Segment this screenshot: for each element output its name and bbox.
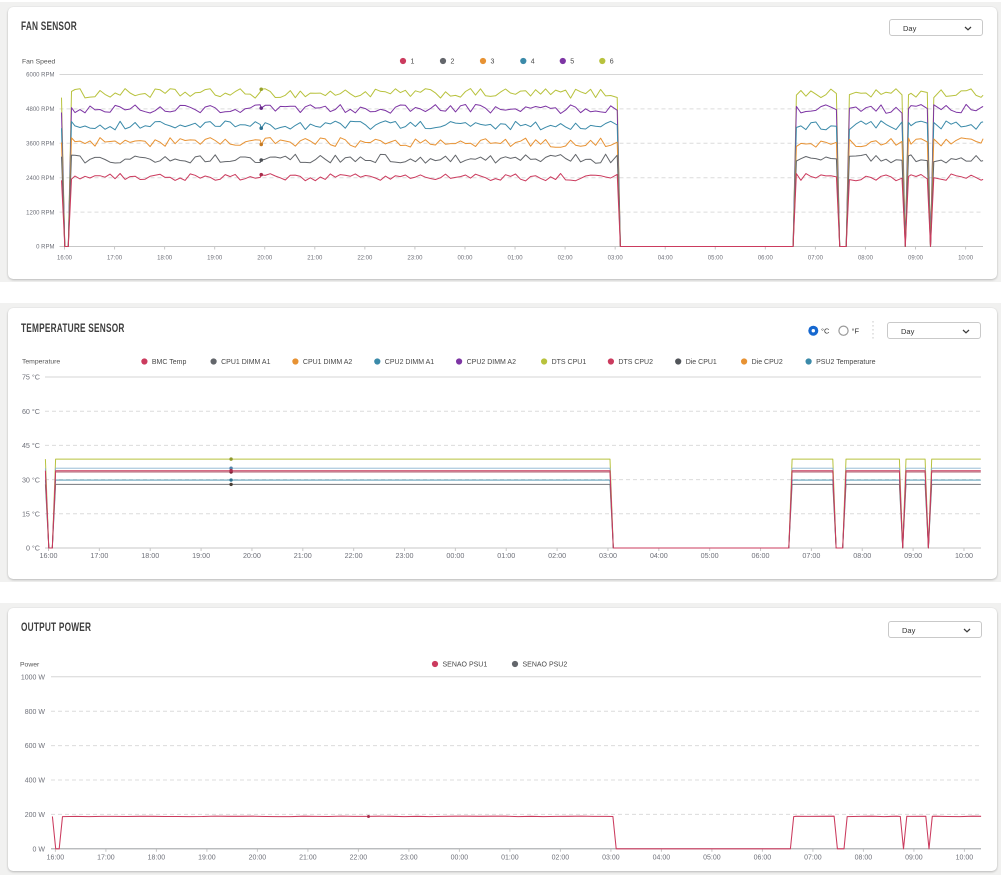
svg-text:6: 6 [610, 58, 614, 65]
svg-text:SENAO PSU2: SENAO PSU2 [523, 661, 568, 668]
svg-text:800 W: 800 W [25, 709, 46, 716]
svg-text:1000 W: 1000 W [21, 674, 46, 681]
svg-text:CPU1 DIMM A1: CPU1 DIMM A1 [221, 359, 271, 366]
svg-text:5: 5 [570, 58, 574, 65]
svg-text:09:00: 09:00 [905, 855, 923, 862]
svg-text:07:00: 07:00 [804, 855, 822, 862]
svg-text:400 W: 400 W [25, 778, 46, 785]
svg-text:3: 3 [491, 58, 495, 65]
svg-text:BMC Temp: BMC Temp [152, 359, 187, 366]
svg-text:23:00: 23:00 [400, 855, 418, 862]
svg-text:75 °C: 75 °C [22, 373, 40, 382]
svg-text:20:00: 20:00 [257, 256, 273, 262]
svg-text:19:00: 19:00 [198, 855, 216, 862]
svg-text:09:00: 09:00 [908, 256, 924, 262]
svg-text:22:00: 22:00 [357, 256, 373, 262]
svg-text:19:00: 19:00 [192, 551, 210, 560]
svg-text:30 °C: 30 °C [22, 475, 40, 484]
svg-text:16:00: 16:00 [40, 551, 58, 560]
svg-text:23:00: 23:00 [407, 256, 423, 262]
svg-text:18:00: 18:00 [141, 551, 159, 560]
svg-text:04:00: 04:00 [653, 855, 671, 862]
svg-text:2400 RPM: 2400 RPM [26, 176, 54, 182]
svg-text:16:00: 16:00 [57, 256, 73, 262]
svg-text:3600 RPM: 3600 RPM [26, 142, 54, 148]
svg-text:03:00: 03:00 [599, 551, 617, 560]
svg-text:Power: Power [20, 662, 40, 669]
svg-text:17:00: 17:00 [107, 256, 123, 262]
svg-text:04:00: 04:00 [650, 551, 668, 560]
svg-text:6000 RPM: 6000 RPM [26, 73, 54, 79]
svg-text:22:00: 22:00 [350, 855, 368, 862]
svg-text:PSU2 Temperature: PSU2 Temperature [816, 359, 876, 366]
svg-text:02:00: 02:00 [552, 855, 570, 862]
svg-text:05:00: 05:00 [703, 855, 721, 862]
svg-text:00:00: 00:00 [446, 551, 464, 560]
svg-text:10:00: 10:00 [956, 855, 974, 862]
svg-text:21:00: 21:00 [299, 855, 317, 862]
svg-text:08:00: 08:00 [858, 256, 874, 262]
svg-text:0 °C: 0 °C [26, 544, 40, 553]
svg-text:15 °C: 15 °C [22, 509, 40, 518]
svg-text:02:00: 02:00 [548, 551, 566, 560]
svg-text:1200 RPM: 1200 RPM [26, 210, 54, 216]
svg-text:45 °C: 45 °C [22, 441, 40, 450]
svg-text:01:00: 01:00 [508, 256, 524, 262]
svg-text:Temperature: Temperature [22, 359, 60, 366]
svg-text:05:00: 05:00 [708, 256, 724, 262]
svg-text:03:00: 03:00 [602, 855, 620, 862]
svg-text:10:00: 10:00 [955, 551, 973, 560]
svg-text:06:00: 06:00 [758, 256, 774, 262]
svg-text:17:00: 17:00 [97, 855, 115, 862]
svg-text:CPU2 DIMM A1: CPU2 DIMM A1 [385, 359, 435, 366]
svg-text:60 °C: 60 °C [22, 407, 40, 416]
svg-text:08:00: 08:00 [853, 551, 871, 560]
svg-text:21:00: 21:00 [294, 551, 312, 560]
svg-text:07:00: 07:00 [802, 551, 820, 560]
svg-text:2: 2 [451, 58, 455, 65]
svg-text:04:00: 04:00 [658, 256, 674, 262]
svg-text:00:00: 00:00 [451, 855, 469, 862]
svg-text:06:00: 06:00 [752, 551, 770, 560]
svg-text:20:00: 20:00 [249, 855, 267, 862]
svg-text:22:00: 22:00 [345, 551, 363, 560]
svg-text:17:00: 17:00 [90, 551, 108, 560]
svg-text:Fan Speed: Fan Speed [22, 59, 55, 66]
svg-text:DTS CPU2: DTS CPU2 [618, 359, 653, 366]
svg-text:16:00: 16:00 [47, 855, 65, 862]
svg-text:03:00: 03:00 [608, 256, 624, 262]
svg-text:01:00: 01:00 [501, 855, 519, 862]
svg-text:23:00: 23:00 [396, 551, 414, 560]
svg-text:CPU1 DIMM A2: CPU1 DIMM A2 [303, 359, 353, 366]
svg-text:4: 4 [531, 58, 535, 65]
svg-text:06:00: 06:00 [754, 855, 772, 862]
svg-text:08:00: 08:00 [855, 855, 873, 862]
svg-text:Die CPU2: Die CPU2 [752, 359, 783, 366]
svg-text:Die CPU1: Die CPU1 [686, 359, 717, 366]
svg-text:05:00: 05:00 [701, 551, 719, 560]
svg-text:01:00: 01:00 [497, 551, 515, 560]
svg-text:0 W: 0 W [33, 846, 46, 853]
svg-text:18:00: 18:00 [157, 256, 173, 262]
svg-text:02:00: 02:00 [558, 256, 574, 262]
svg-text:09:00: 09:00 [904, 551, 922, 560]
svg-text:SENAO PSU1: SENAO PSU1 [443, 661, 488, 668]
svg-text:1: 1 [411, 58, 415, 65]
svg-text:19:00: 19:00 [207, 256, 223, 262]
svg-text:4800 RPM: 4800 RPM [26, 107, 54, 113]
svg-text:21:00: 21:00 [307, 256, 323, 262]
svg-text:DTS CPU1: DTS CPU1 [552, 359, 587, 366]
svg-text:18:00: 18:00 [148, 855, 166, 862]
svg-text:0 RPM: 0 RPM [36, 245, 54, 251]
svg-text:20:00: 20:00 [243, 551, 261, 560]
svg-text:00:00: 00:00 [457, 256, 473, 262]
svg-text:10:00: 10:00 [958, 256, 974, 262]
svg-text:CPU2 DIMM A2: CPU2 DIMM A2 [467, 359, 517, 366]
svg-text:200 W: 200 W [25, 812, 46, 819]
svg-text:600 W: 600 W [25, 743, 46, 750]
svg-text:07:00: 07:00 [808, 256, 824, 262]
